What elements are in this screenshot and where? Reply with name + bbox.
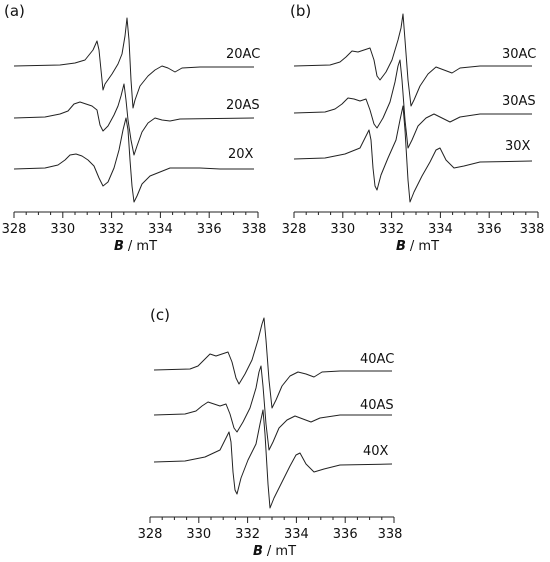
panel-b-label: (b) (290, 2, 311, 20)
x-ticks-b (293, 212, 539, 218)
panel-c: (c) 40AC 40AS 40X 328 330 332 334 336 33 (138, 306, 403, 559)
tick-label: 328 (138, 527, 163, 542)
spectrum-20AC (13, 17, 254, 109)
spectrum-30AC (293, 13, 532, 107)
trace-label-40AC: 40AC (360, 352, 394, 367)
x-tick-labels-c: 328 330 332 334 336 338 (138, 527, 403, 542)
tick-label: 332 (379, 222, 404, 237)
x-axis-title-a: B / mT (114, 239, 157, 254)
tick-label: 334 (148, 222, 173, 237)
spectrum-30X (293, 105, 533, 203)
panel-a-label: (a) (4, 2, 25, 20)
tick-label: 334 (428, 222, 453, 237)
x-tick-labels-b: 328 330 332 334 336 338 (282, 222, 545, 237)
trace-label-20X: 20X (228, 147, 254, 162)
tick-label: 334 (284, 527, 309, 542)
spectrum-20AS (13, 83, 255, 156)
x-tick-labels-a: 328 330 332 334 336 338 (2, 222, 267, 237)
x-ticks-c (149, 517, 395, 523)
tick-label: 338 (242, 222, 267, 237)
tick-label: 332 (235, 527, 260, 542)
tick-label: 330 (50, 222, 75, 237)
tick-label: 338 (378, 527, 403, 542)
trace-label-20AS: 20AS (226, 98, 260, 113)
panel-a: (a) 20AC 20AS 20X 328 330 332 334 336 33 (2, 2, 267, 254)
tick-label: 330 (186, 527, 211, 542)
x-axis-title-b: B / mT (396, 239, 439, 254)
spectrum-40X (153, 409, 393, 509)
spectrum-40AC (153, 317, 392, 409)
tick-label: 328 (282, 222, 307, 237)
x-axis-title-c: B / mT (253, 544, 296, 559)
trace-label-30AS: 30AS (502, 94, 536, 109)
x-ticks-a (13, 212, 259, 218)
tick-label: 338 (520, 222, 545, 237)
trace-label-40X: 40X (363, 444, 389, 459)
panel-c-label: (c) (150, 306, 170, 324)
trace-label-30X: 30X (505, 139, 531, 154)
tick-label: 332 (99, 222, 124, 237)
spectrum-20X (13, 117, 254, 203)
tick-label: 336 (333, 527, 358, 542)
trace-label-30AC: 30AC (502, 47, 536, 62)
trace-label-40AS: 40AS (360, 398, 394, 413)
trace-label-20AC: 20AC (226, 47, 260, 62)
tick-label: 328 (2, 222, 27, 237)
spectrum-30AS (293, 59, 532, 149)
spectrum-40AS (153, 365, 392, 451)
tick-label: 336 (197, 222, 222, 237)
panel-b: (b) 30AC 30AS 30X 328 330 332 334 336 33 (282, 2, 545, 254)
tick-label: 330 (330, 222, 355, 237)
tick-label: 336 (477, 222, 502, 237)
